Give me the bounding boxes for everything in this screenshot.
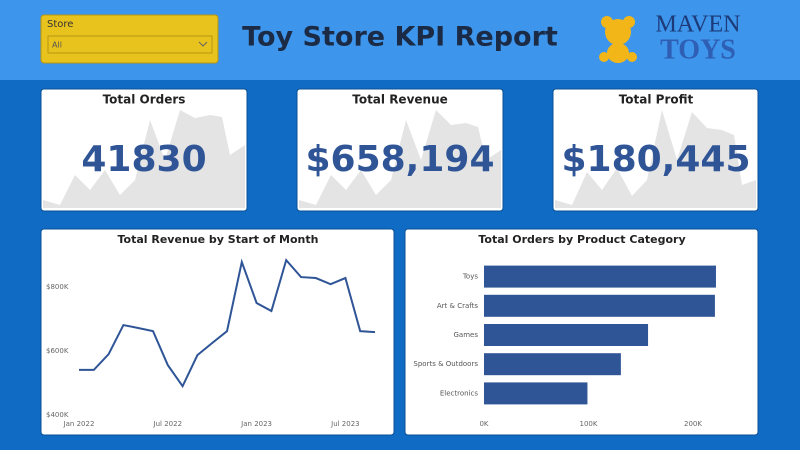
kpi-value: $658,194 <box>305 139 494 180</box>
bar <box>484 265 716 288</box>
slicer-label: Store <box>47 19 73 30</box>
y-tick-label: $400K <box>46 411 69 419</box>
store-slicer[interactable] <box>40 14 219 64</box>
kpi-card: Total Profit $180,445 <box>552 88 759 212</box>
category-label: Art & Crafts <box>437 302 478 310</box>
kpi-title: Total Orders <box>103 93 186 107</box>
kpi-card: Total Revenue $658,194 <box>296 88 504 212</box>
kpi-value: 41830 <box>81 139 206 180</box>
x-tick-label: Jul 2023 <box>330 420 360 428</box>
category-label: Toys <box>462 273 479 281</box>
logo-bear <box>599 16 637 63</box>
logo-top: MAVEN <box>656 12 741 38</box>
report-title: Toy Store KPI Report <box>242 22 558 53</box>
x-tick-label: 0K <box>479 420 488 428</box>
x-tick-label: 200K <box>684 420 702 428</box>
kpi-value: $180,445 <box>561 139 750 180</box>
dropdown-arrow <box>198 41 208 47</box>
y-tick-label: $600K <box>46 347 69 355</box>
sparkline <box>299 110 501 208</box>
bar <box>484 382 588 405</box>
sparkline <box>555 110 756 208</box>
bar <box>484 353 621 376</box>
kpi-title: Total Profit <box>619 93 694 107</box>
bar <box>484 294 715 317</box>
x-tick-label: Jan 2022 <box>63 420 95 428</box>
y-tick-label: $800K <box>46 283 69 291</box>
slicer-value: All <box>52 41 62 50</box>
x-tick-label: Jul 2022 <box>153 420 183 428</box>
logo-bottom: TOYS <box>660 34 736 65</box>
chart-title: Total Revenue by Start of Month <box>118 233 319 246</box>
bar <box>484 324 649 346</box>
category-label: Games <box>454 331 479 339</box>
sparkline <box>43 110 245 208</box>
chart-panel <box>40 228 395 436</box>
category-label: Sports & Outdoors <box>413 360 478 368</box>
x-tick-label: Jan 2023 <box>240 420 272 428</box>
chart-title: Total Orders by Product Category <box>478 233 685 246</box>
slicer-dropdown[interactable] <box>47 35 213 54</box>
category-label: Electronics <box>440 389 479 397</box>
kpi-card: Total Orders 41830 <box>40 88 248 212</box>
x-tick-label: 100K <box>580 420 598 428</box>
kpi-title: Total Revenue <box>352 93 448 107</box>
revenue-line <box>79 258 376 389</box>
